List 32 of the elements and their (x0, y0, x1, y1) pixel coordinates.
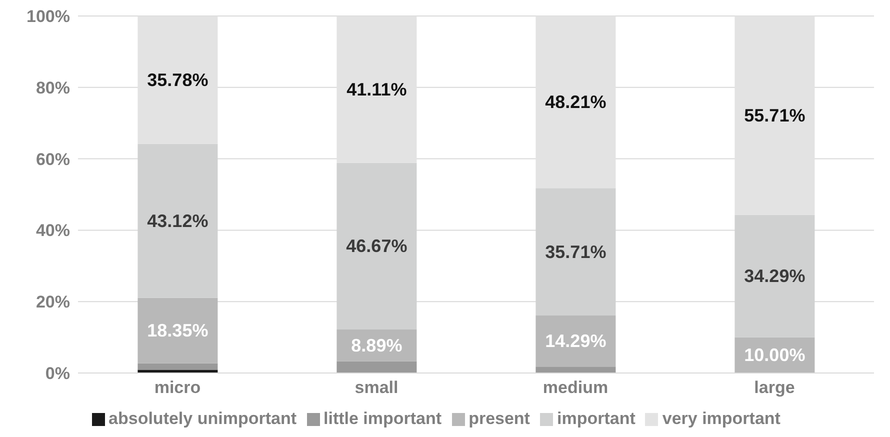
data-label: 43.12% (147, 210, 208, 231)
legend-label: important (556, 409, 636, 428)
y-tick-label: 100% (26, 7, 70, 26)
data-label: 35.78% (147, 70, 208, 90)
data-label: 46.67% (346, 236, 408, 256)
x-tick-label: small (354, 378, 398, 398)
data-label: 14.29% (545, 331, 606, 352)
y-tick-label: 60% (36, 150, 70, 169)
bar (536, 316, 616, 367)
data-label: 34.29% (744, 266, 806, 286)
legend-label: little important (324, 409, 442, 428)
bar (138, 298, 218, 364)
y-tick-label: 40% (36, 221, 70, 240)
data-label: 10.00% (744, 345, 806, 366)
bar (138, 363, 218, 370)
legend-label: absolutely unimportant (108, 409, 296, 428)
legend-label: present (468, 409, 530, 428)
bar (536, 366, 616, 373)
legend-label: very important (662, 409, 780, 428)
data-label: 48.21% (545, 92, 606, 112)
data-label: 55.71% (744, 105, 806, 126)
x-tick-label: micro (154, 378, 201, 398)
x-tick-label: large (754, 378, 795, 398)
x-tick-label: medium (542, 378, 608, 398)
data-label: 18.35% (147, 320, 208, 341)
y-tick-label: 0% (45, 364, 70, 384)
y-tick-label: 80% (36, 78, 70, 98)
data-label: 8.89% (351, 335, 402, 356)
bar (336, 361, 417, 373)
data-label: 41.11% (346, 79, 407, 100)
data-label: 35.71% (545, 242, 606, 262)
y-tick-label: 20% (36, 292, 70, 312)
